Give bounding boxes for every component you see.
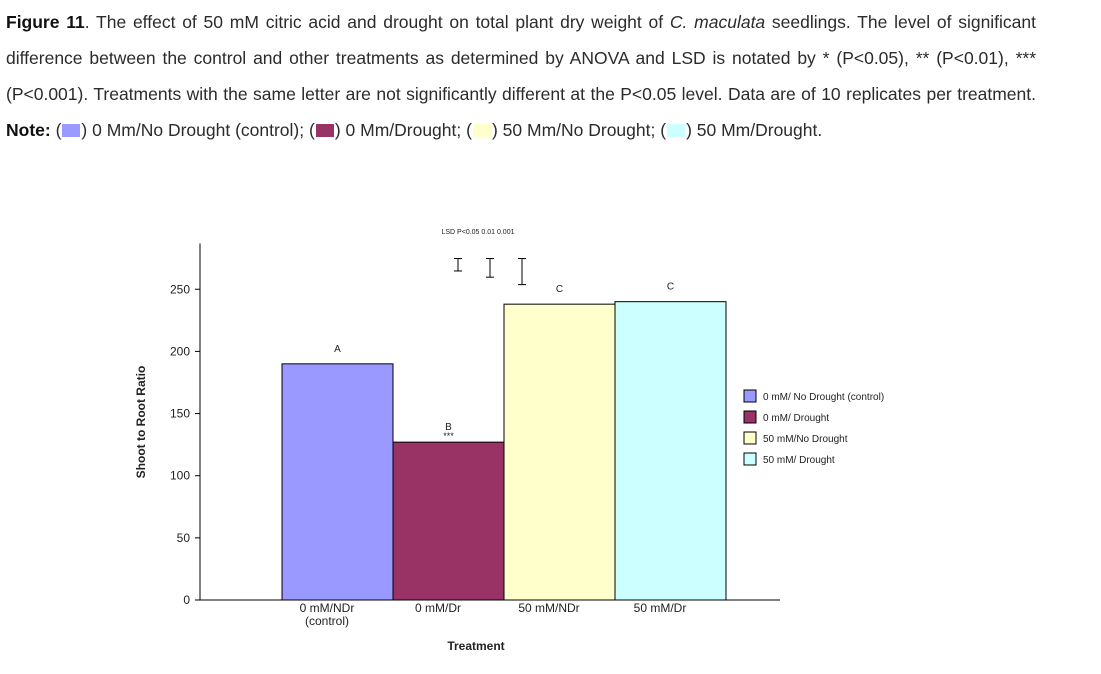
legend-label: 50 mM/ Drought — [763, 455, 835, 466]
y-tick-label: 150 — [170, 407, 190, 421]
significance-letter: A — [334, 344, 341, 355]
y-axis-title: Shoot to Root Ratio — [134, 366, 148, 479]
legend-swatch-3 — [743, 431, 757, 445]
note-label: Note: — [6, 120, 51, 140]
x-tick-label: (control) — [305, 614, 349, 628]
x-tick-label: 0 mM/NDr — [300, 601, 355, 615]
swatch-citric-no-drought — [472, 124, 491, 137]
lsd-label: LSD P<0.05 0.01 0.001 — [442, 229, 515, 236]
y-tick-label: 0 — [183, 593, 190, 607]
x-axis-title: Treatment — [447, 639, 504, 653]
note-item-2: ( ) 0 Mm/Drought; — [304, 120, 461, 140]
note-label-1: ) 0 Mm/No Drought (control); — [81, 120, 305, 140]
legend-swatch-1 — [743, 389, 757, 403]
significance-letter: C — [556, 284, 563, 295]
bar-2 — [392, 441, 505, 601]
x-tick-label: 0 mM/Dr — [415, 601, 461, 615]
note-open-4: ( — [655, 120, 667, 140]
note-label-3: ) 50 Mm/No Drought; — [491, 120, 656, 140]
note-open-3: ( — [461, 120, 472, 140]
note-item-1: ( ) 0 Mm/No Drought (control); — [50, 120, 305, 140]
swatch-citric-drought — [667, 124, 686, 137]
note-item-3: ( ) 50 Mm/No Drought; — [461, 120, 655, 140]
swatch-drought — [315, 124, 334, 137]
figure-caption: Figure 11. The effect of 50 mM citric ac… — [6, 4, 1036, 148]
note-label-2: ) 0 Mm/Drought; — [334, 120, 462, 140]
bar-1 — [281, 363, 394, 601]
species-name: C. maculata — [669, 12, 766, 32]
legend-label: 0 mM/ No Drought (control) — [763, 392, 884, 403]
y-tick-label: 50 — [177, 531, 191, 545]
legend-swatch-2 — [743, 410, 757, 424]
note-label-4: ) 50 Mm/Drought. — [686, 120, 823, 140]
bar-3 — [503, 303, 616, 601]
significance-letter: B — [445, 422, 452, 433]
note-open-2: ( — [304, 120, 315, 140]
legend-label: 50 mM/No Drought — [763, 434, 848, 445]
swatch-control — [62, 124, 81, 137]
legend-label: 0 mM/ Drought — [763, 413, 829, 424]
note-open-1: ( — [50, 120, 62, 140]
figure-label: Figure 11 — [6, 12, 85, 32]
y-tick-label: 200 — [170, 344, 190, 358]
bar-4 — [614, 301, 727, 601]
note-item-4: ( ) 50 Mm/Drought. — [655, 120, 822, 140]
x-tick-label: 50 mM/Dr — [634, 601, 687, 615]
caption-text-1: . The effect of 50 mM citric acid and dr… — [84, 12, 670, 32]
caption-text-2: seedlings. The level of significant diff… — [6, 12, 1037, 104]
y-tick-label: 100 — [170, 469, 190, 483]
y-tick-label: 250 — [170, 282, 190, 296]
legend-swatch-4 — [743, 452, 757, 466]
x-tick-label: 50 mM/NDr — [518, 601, 579, 615]
significance-letter: C — [667, 282, 674, 293]
significance-stars: *** — [443, 431, 454, 441]
